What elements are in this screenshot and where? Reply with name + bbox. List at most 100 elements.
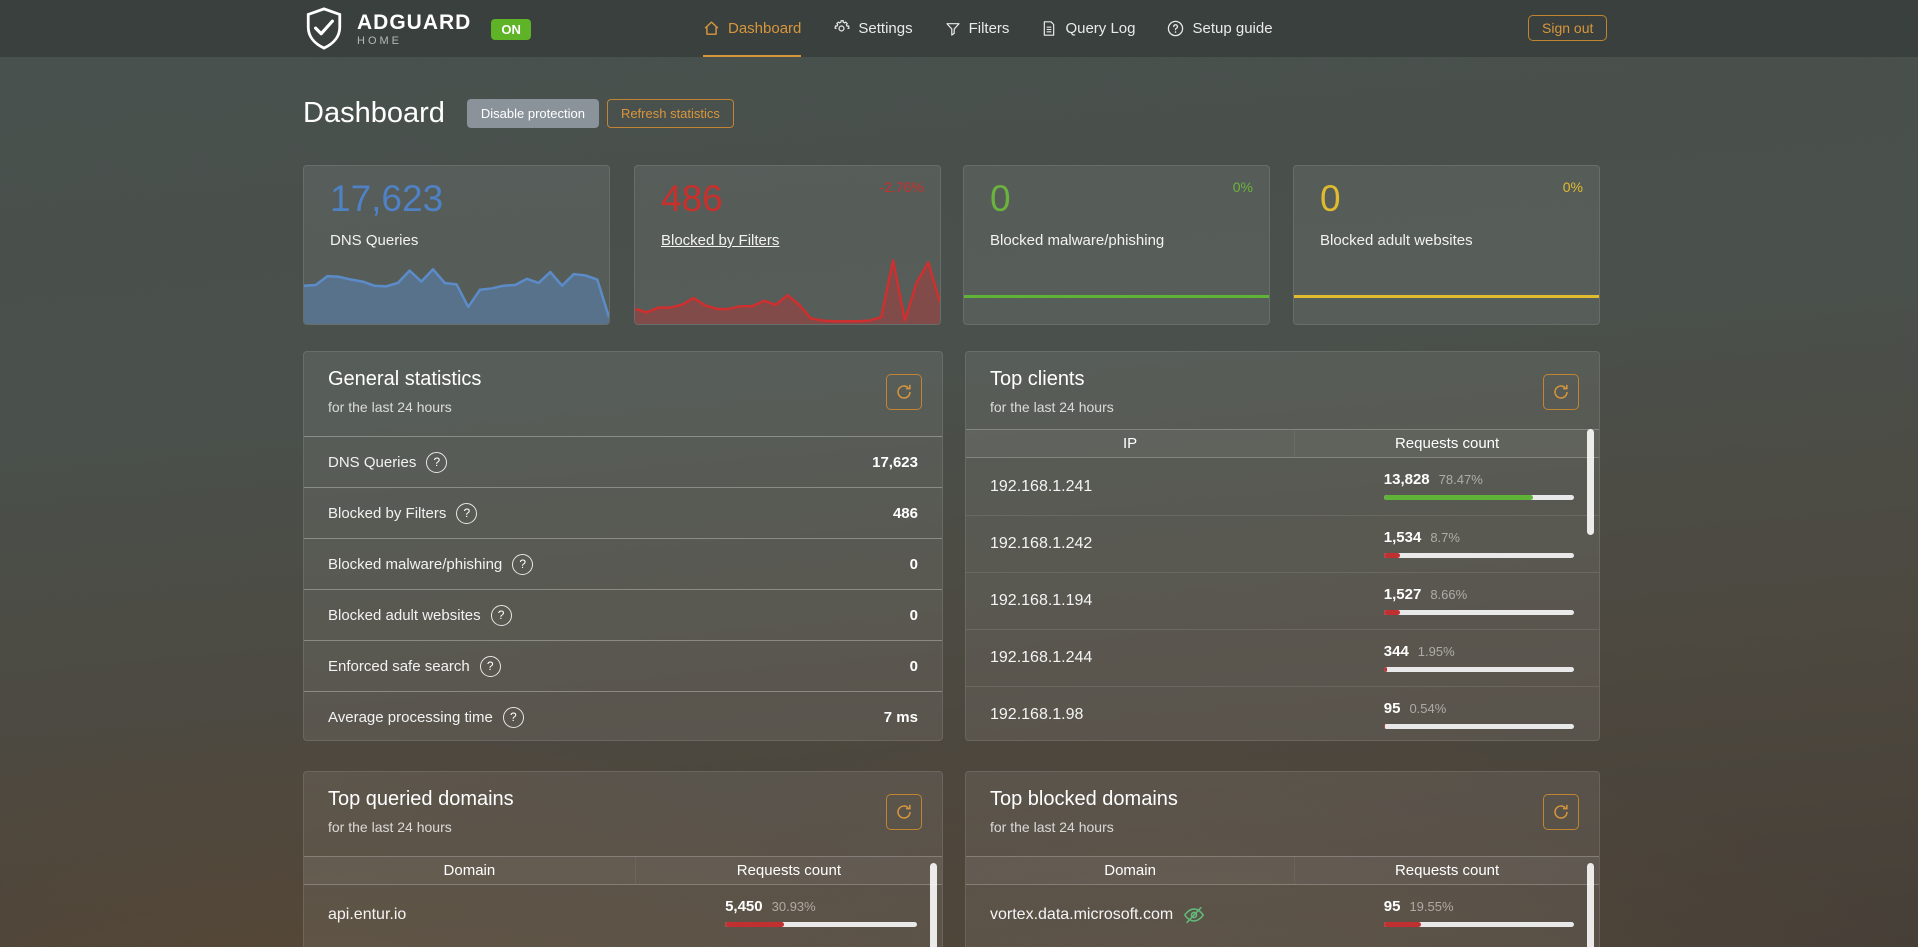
column-header-requests: Requests count: [1394, 862, 1500, 879]
sign-out-button[interactable]: Sign out: [1528, 15, 1608, 41]
progress-bar: [725, 922, 917, 927]
request-count: 1,527: [1383, 586, 1422, 603]
blocked-malware-value: 0: [990, 178, 1011, 219]
request-count: 95: [1383, 700, 1401, 717]
help-icon[interactable]: ?: [490, 604, 512, 626]
request-percent: 0.54%: [1409, 701, 1447, 716]
progress-bar: [1383, 724, 1574, 729]
blocked-adult-value: 0: [1320, 178, 1341, 219]
nav-label: Query Log: [1065, 20, 1136, 37]
panel-title: Top queried domains: [328, 788, 514, 810]
help-icon[interactable]: ?: [502, 706, 524, 728]
stat-cards-row: 17,623 DNS Queries 486 Blocked by Filter…: [303, 165, 1600, 325]
top-clients-rows: 192.168.1.241 13,828 78.47% 192.168.1.242…: [966, 458, 1599, 743]
stat-card-blocked-filters: 486 Blocked by Filters -2.76%: [634, 165, 941, 325]
blocked-filters-value: 486: [661, 178, 723, 219]
panel-title: Top clients: [990, 368, 1085, 390]
table-header: Domain Requests count: [966, 856, 1599, 885]
request-count: 95: [1383, 898, 1401, 915]
refresh-icon: [1554, 384, 1568, 399]
blocked-adult-delta: 0%: [1562, 179, 1583, 195]
stat-card-blocked-adult: 0 Blocked adult websites 0%: [1293, 165, 1600, 325]
nav-label: Setup guide: [1192, 20, 1273, 37]
main-nav: Dashboard Settings Filters Query Log Set…: [703, 0, 1273, 57]
refresh-button[interactable]: [886, 374, 922, 410]
column-header-domain: Domain: [304, 857, 636, 884]
request-percent: 8.66%: [1430, 587, 1468, 602]
table-row: 192.168.1.241 13,828 78.47%: [966, 458, 1599, 515]
blocked-adult-flatline: [1294, 295, 1599, 298]
help-icon[interactable]: ?: [426, 451, 448, 473]
client-ip: 192.168.1.194: [990, 592, 1093, 609]
nav-item-setup-guide[interactable]: Setup guide: [1167, 0, 1273, 57]
client-ip: 192.168.1.244: [990, 649, 1093, 666]
client-ip: 192.168.1.242: [990, 535, 1093, 552]
nav-item-query-log[interactable]: Query Log: [1041, 0, 1135, 57]
panel-subtitle: for the last 24 hours: [328, 819, 452, 835]
gear-icon: [834, 20, 851, 32]
refresh-icon: [897, 384, 911, 399]
blocked-filters-delta: -2.76%: [879, 179, 924, 195]
top-queried-domains-panel: Top queried domains for the last 24 hour…: [303, 771, 943, 947]
nav-item-settings[interactable]: Settings: [833, 0, 913, 57]
shield-logo-icon: [306, 7, 342, 50]
blocked-filters-sparkline: [635, 252, 940, 324]
refresh-icon: [897, 804, 911, 819]
stat-row: Enforced safe search ? 0: [304, 640, 942, 691]
column-header-domain: Domain: [966, 857, 1296, 884]
home-icon: [704, 21, 719, 35]
progress-bar: [1383, 667, 1574, 672]
brand-subtitle: HOME: [357, 34, 402, 47]
blocked-malware-delta: 0%: [1232, 179, 1253, 195]
scrollbar-thumb[interactable]: [1587, 429, 1594, 535]
refresh-icon: [1554, 804, 1568, 819]
refresh-statistics-button[interactable]: Refresh statistics: [606, 99, 734, 128]
top-blocked-rows: vortex.data.microsoft.com 95 19.55%: [966, 885, 1599, 945]
table-header: Domain Requests count: [304, 856, 942, 885]
domain-name: vortex.data.microsoft.com: [990, 906, 1174, 923]
filter-funnel-icon: [945, 22, 960, 36]
help-circle-icon: [1168, 20, 1184, 37]
refresh-button[interactable]: [1543, 794, 1579, 830]
stat-row: Average processing time ? 7 ms: [304, 691, 942, 742]
request-percent: 30.93%: [771, 899, 816, 914]
stat-row: Blocked malware/phishing ? 0: [304, 538, 942, 589]
top-queried-rows: api.entur.io 5,450 30.93%: [304, 885, 942, 945]
adguard-logo: ADGUARD HOME ON: [303, 6, 531, 52]
refresh-button[interactable]: [886, 794, 922, 830]
disable-protection-button[interactable]: Disable protection: [466, 99, 599, 128]
progress-bar: [1383, 495, 1574, 500]
stat-card-dns-queries: 17,623 DNS Queries: [303, 165, 610, 325]
refresh-button[interactable]: [1543, 374, 1579, 410]
help-icon[interactable]: ?: [479, 655, 501, 677]
scrollbar-thumb[interactable]: [930, 863, 937, 947]
panel-subtitle: for the last 24 hours: [990, 399, 1114, 415]
stat-row: DNS Queries ? 17,623: [304, 436, 942, 487]
table-row: 192.168.1.242 1,534 8.7%: [966, 515, 1599, 572]
scrollbar-thumb[interactable]: [1587, 863, 1594, 947]
request-percent: 78.47%: [1438, 472, 1483, 487]
blocked-filters-link[interactable]: Blocked by Filters: [661, 232, 780, 249]
nav-item-dashboard[interactable]: Dashboard: [703, 0, 802, 57]
help-icon[interactable]: ?: [512, 553, 534, 575]
nav-item-filters[interactable]: Filters: [945, 0, 1009, 57]
blocked-malware-flatline: [964, 295, 1269, 298]
eye-slash-icon[interactable]: [1183, 904, 1205, 926]
progress-bar: [1383, 610, 1574, 615]
stat-card-blocked-malware: 0 Blocked malware/phishing 0%: [963, 165, 1270, 325]
nav-label: Settings: [858, 20, 913, 37]
dns-queries-label: DNS Queries: [330, 232, 419, 249]
nav-label: Dashboard: [728, 20, 802, 37]
table-row: api.entur.io 5,450 30.93%: [304, 885, 942, 945]
brand-name: ADGUARD: [357, 10, 472, 34]
panel-title: Top blocked domains: [990, 788, 1178, 810]
help-icon[interactable]: ?: [456, 502, 478, 524]
general-statistics-panel: General statistics for the last 24 hours…: [303, 351, 943, 741]
progress-bar: [1383, 553, 1574, 558]
client-ip: 192.168.1.98: [990, 706, 1084, 723]
dns-queries-value: 17,623: [330, 178, 444, 219]
document-icon: [1044, 21, 1055, 36]
table-row: 192.168.1.244 344 1.95%: [966, 629, 1599, 686]
panel-subtitle: for the last 24 hours: [990, 819, 1114, 835]
client-ip: 192.168.1.241: [990, 477, 1093, 495]
